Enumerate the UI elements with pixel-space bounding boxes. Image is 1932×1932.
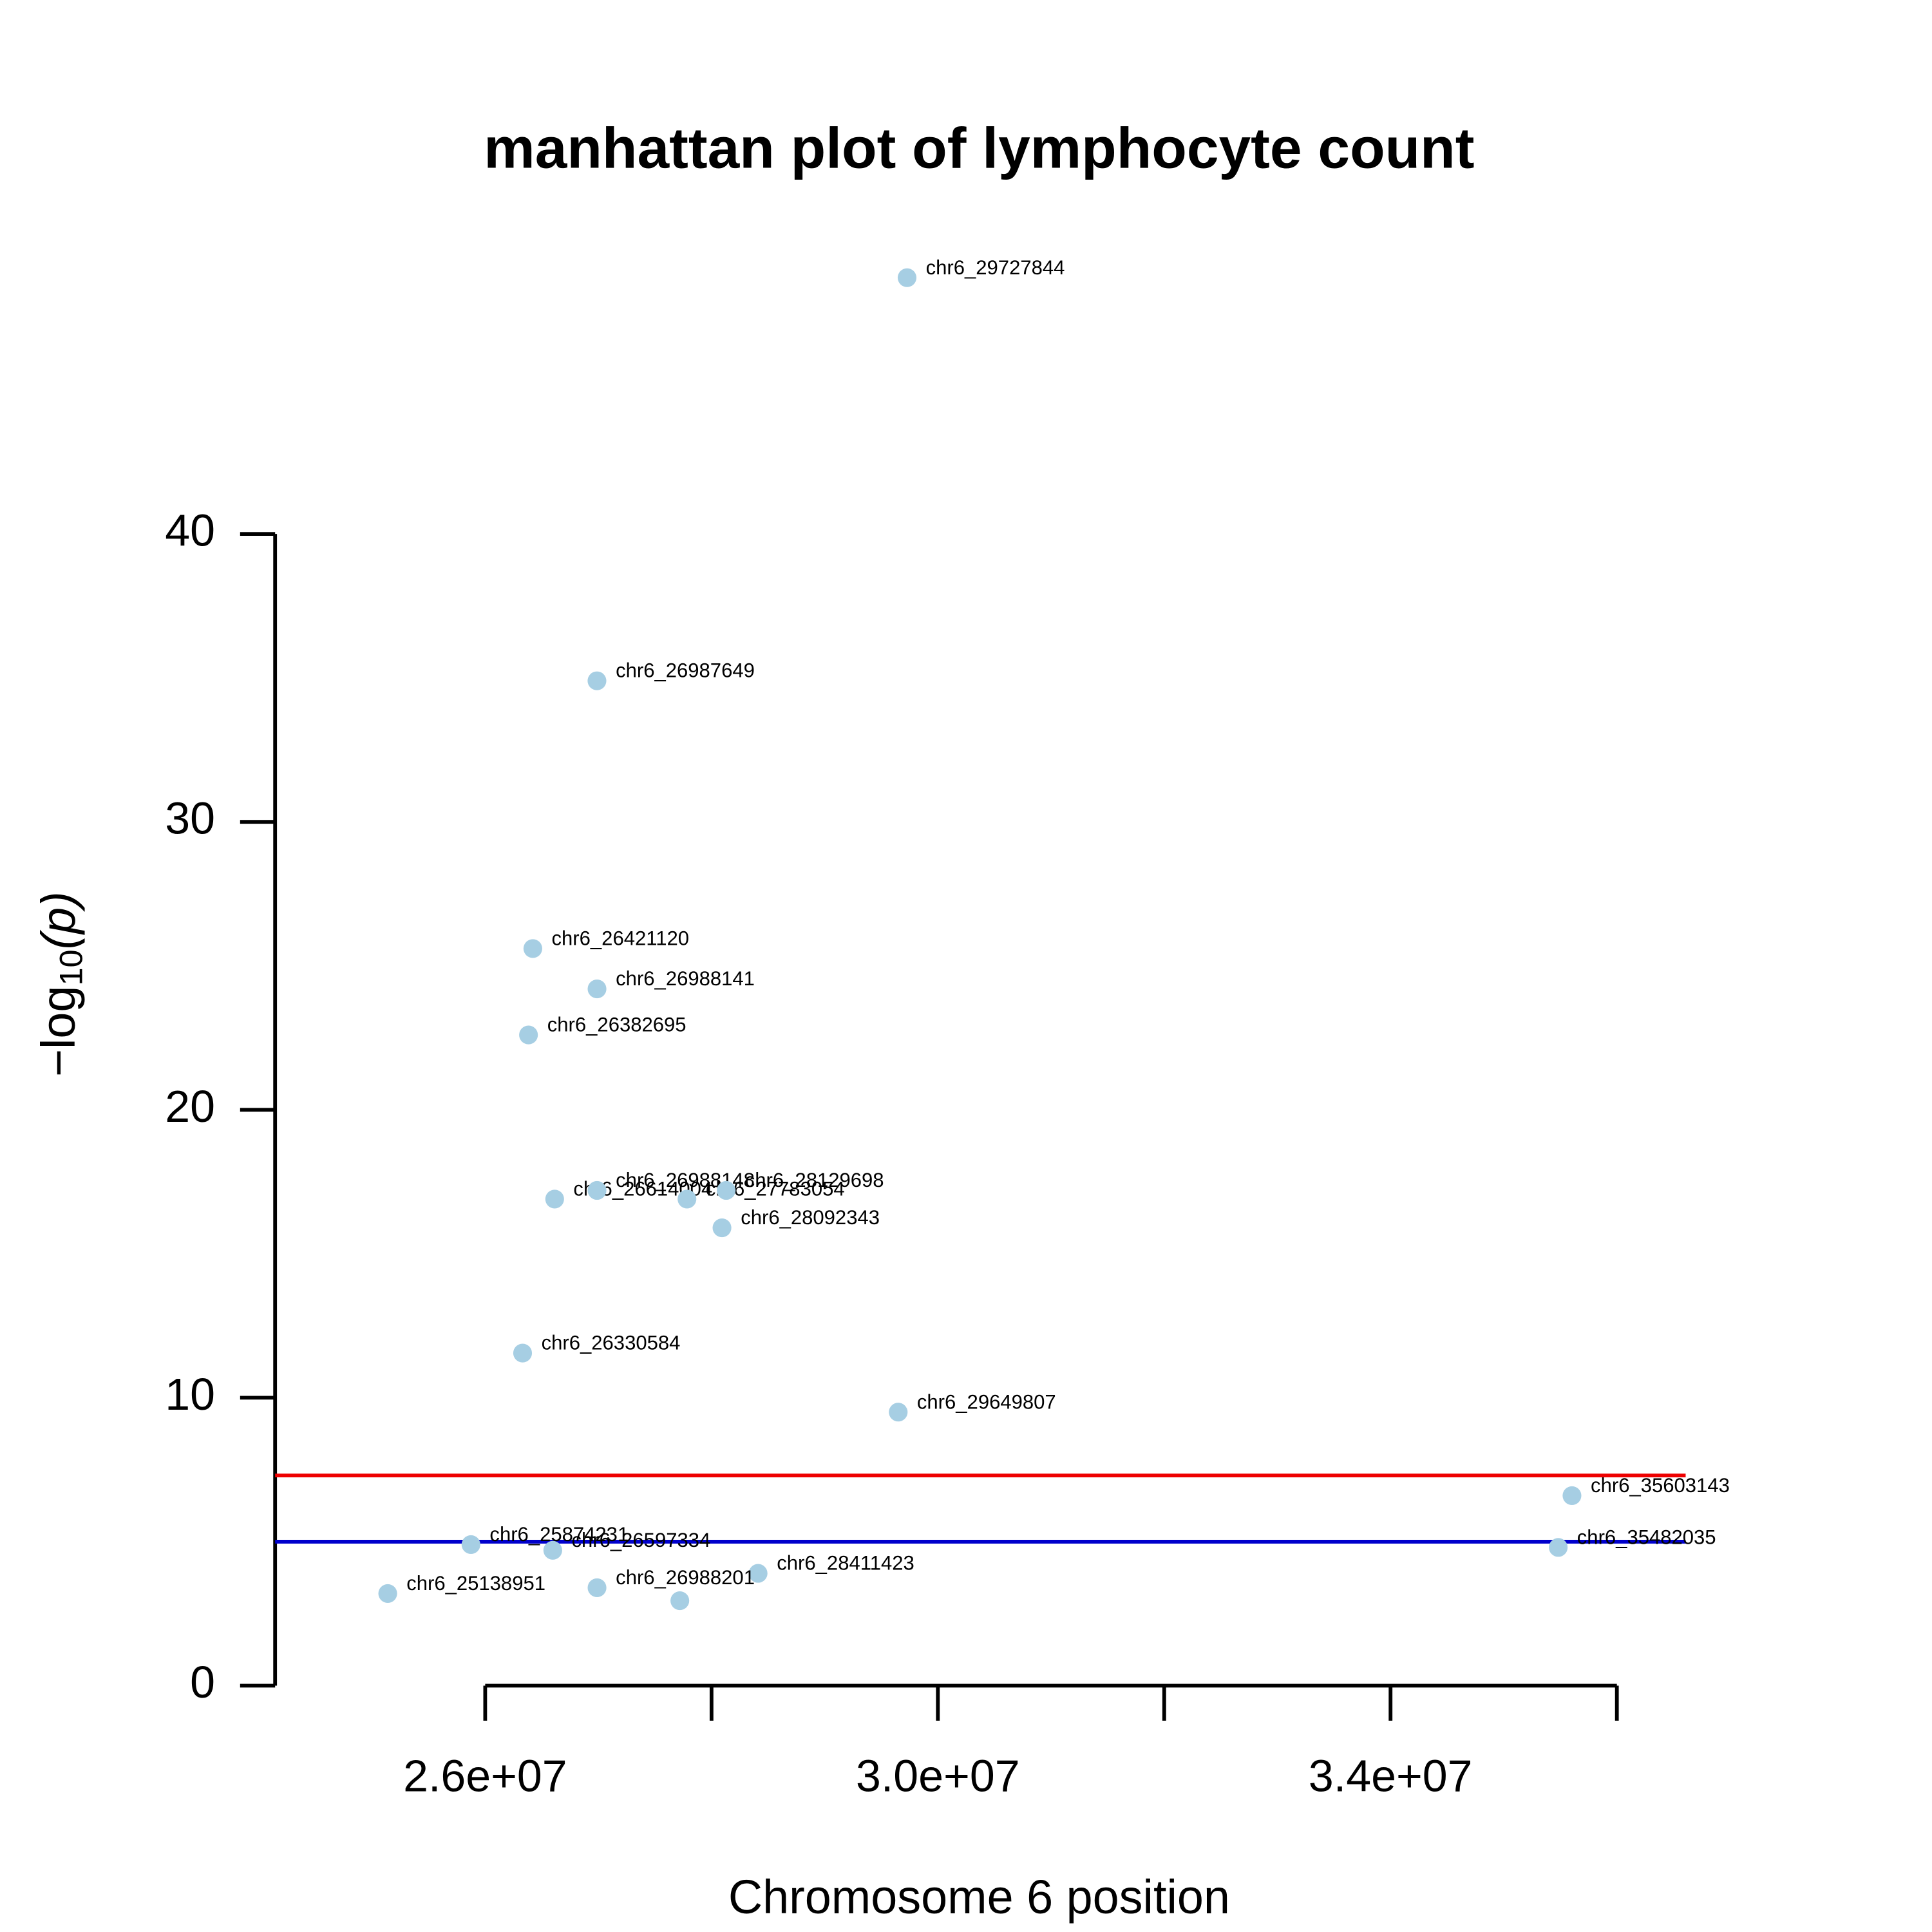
point-label: chr6_26987649 bbox=[616, 659, 755, 682]
point bbox=[461, 1535, 480, 1554]
point-label: chr6_26330584 bbox=[542, 1332, 681, 1354]
point bbox=[1549, 1538, 1568, 1557]
y-tick-label: 0 bbox=[190, 1657, 215, 1707]
point-label: chr6_26382695 bbox=[547, 1014, 687, 1036]
point-label: chr6_35482035 bbox=[1577, 1526, 1716, 1548]
point-label: chr6_25138951 bbox=[406, 1572, 545, 1595]
y-label-sub: 10 bbox=[53, 949, 90, 985]
point-label: chr6_35603143 bbox=[1591, 1474, 1730, 1497]
point-label: chr6_29649807 bbox=[917, 1390, 1056, 1413]
point bbox=[587, 671, 607, 690]
point bbox=[523, 939, 542, 958]
point-label: chr6_26988201 bbox=[616, 1566, 755, 1589]
point bbox=[587, 1180, 607, 1200]
x-tick-label: 2.6e+07 bbox=[403, 1751, 567, 1801]
x-axis-label: Chromosome 6 position bbox=[728, 1870, 1230, 1924]
y-label-part: (p) bbox=[32, 891, 86, 949]
x-tick-label: 3.4e+07 bbox=[1309, 1751, 1473, 1801]
point bbox=[543, 1540, 562, 1560]
point bbox=[889, 1403, 908, 1422]
point-label: chr6_28092343 bbox=[741, 1206, 880, 1229]
point bbox=[717, 1180, 736, 1200]
y-tick-label: 40 bbox=[165, 506, 215, 556]
point-label: chr6_29727844 bbox=[926, 256, 1065, 279]
point bbox=[712, 1218, 732, 1238]
point-label: chr6_26988141 bbox=[616, 967, 755, 990]
point bbox=[587, 1578, 607, 1598]
point bbox=[513, 1343, 533, 1363]
y-label-part: −log bbox=[32, 986, 86, 1077]
point bbox=[748, 1564, 768, 1583]
x-tick-label: 3.0e+07 bbox=[856, 1751, 1020, 1801]
point bbox=[378, 1584, 397, 1603]
y-tick-label: 10 bbox=[165, 1369, 215, 1419]
y-tick-label: 20 bbox=[165, 1081, 215, 1132]
point bbox=[519, 1025, 538, 1045]
point-label: chr6_26597334 bbox=[571, 1529, 710, 1551]
point bbox=[545, 1189, 564, 1209]
chart-title: manhattan plot of lymphocyte count bbox=[484, 115, 1474, 180]
point bbox=[670, 1591, 690, 1611]
y-tick-label: 30 bbox=[165, 793, 215, 844]
point bbox=[897, 268, 917, 287]
point-label: chr6_25874231 bbox=[489, 1523, 629, 1546]
point bbox=[1562, 1486, 1582, 1505]
point-label: chr6_28411423 bbox=[777, 1552, 914, 1575]
point-label: chr6_28129698 bbox=[745, 1169, 884, 1191]
y-axis-label: −log10(p) bbox=[32, 891, 90, 1077]
point bbox=[587, 979, 607, 999]
point bbox=[677, 1189, 697, 1209]
point-label: chr6_26421120 bbox=[552, 927, 689, 950]
